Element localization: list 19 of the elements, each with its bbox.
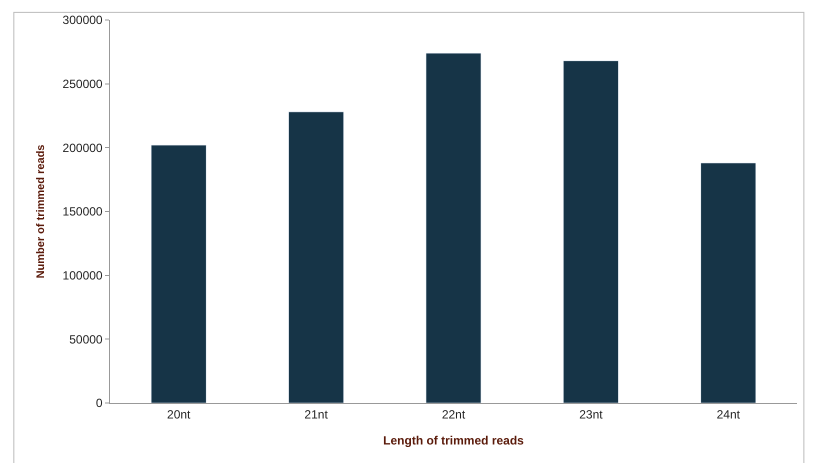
bar (288, 112, 344, 403)
y-tick-label: 150000 (62, 204, 103, 219)
x-tick-label: 22nt (442, 407, 466, 422)
x-tick-label: 21nt (304, 407, 328, 422)
y-tick-label: 250000 (62, 77, 103, 92)
bar (150, 144, 206, 403)
bar (426, 52, 482, 403)
y-tick-label: 100000 (62, 268, 103, 283)
y-tick-label: 200000 (62, 140, 103, 155)
bar (563, 60, 619, 403)
y-axis-title: Number of trimmed reads (35, 144, 48, 278)
x-axis-title: Length of trimmed reads (383, 433, 524, 448)
x-tick-label: 24nt (716, 407, 741, 422)
y-tick-label: 0 (96, 396, 103, 410)
y-tick-label: 50000 (69, 332, 103, 346)
x-tick-label: 20nt (167, 407, 192, 422)
bar (700, 162, 756, 403)
x-tick-label: 23nt (579, 407, 604, 422)
y-tick-label: 300000 (62, 13, 103, 28)
